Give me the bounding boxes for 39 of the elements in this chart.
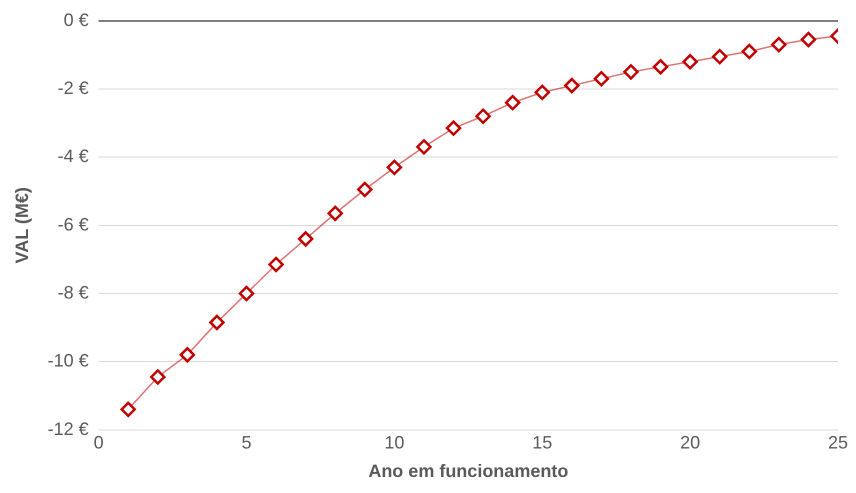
point xyxy=(209,314,225,330)
point xyxy=(504,94,520,110)
y-tick-label: -10 € xyxy=(48,350,89,371)
point xyxy=(446,120,462,136)
point xyxy=(623,64,639,80)
point xyxy=(357,182,373,198)
point xyxy=(800,32,816,48)
point xyxy=(742,44,758,60)
x-axis-title: Ano em funcionamento xyxy=(368,461,568,482)
point xyxy=(120,402,136,418)
y-tick-label: -2 € xyxy=(58,78,89,98)
point xyxy=(564,78,580,94)
point xyxy=(594,70,610,86)
y-tick-label: 0 € xyxy=(64,10,89,30)
point xyxy=(180,347,196,363)
point xyxy=(238,286,254,302)
point xyxy=(771,36,787,52)
x-tick-label: 10 xyxy=(384,432,404,453)
x-tick-label: 20 xyxy=(680,432,700,453)
y-tick-label: -6 € xyxy=(58,214,89,234)
x-tick-label: 25 xyxy=(828,432,848,453)
point xyxy=(712,48,728,64)
y-tick-label: -12 € xyxy=(48,418,89,439)
point xyxy=(386,160,402,176)
point xyxy=(298,231,314,247)
point xyxy=(652,59,668,75)
x-tick-label: 15 xyxy=(532,432,552,453)
point xyxy=(475,108,491,124)
point xyxy=(682,54,698,70)
point xyxy=(268,256,284,272)
point xyxy=(327,206,343,222)
x-tick-label: 0 xyxy=(94,432,104,453)
point xyxy=(416,139,432,155)
point xyxy=(150,369,166,385)
point xyxy=(534,84,550,100)
x-tick-label: 5 xyxy=(241,432,252,453)
y-axis-title: VAL (M€) xyxy=(12,187,32,264)
y-tick-label: -8 € xyxy=(58,282,89,302)
y-tick-label: -4 € xyxy=(58,146,89,166)
